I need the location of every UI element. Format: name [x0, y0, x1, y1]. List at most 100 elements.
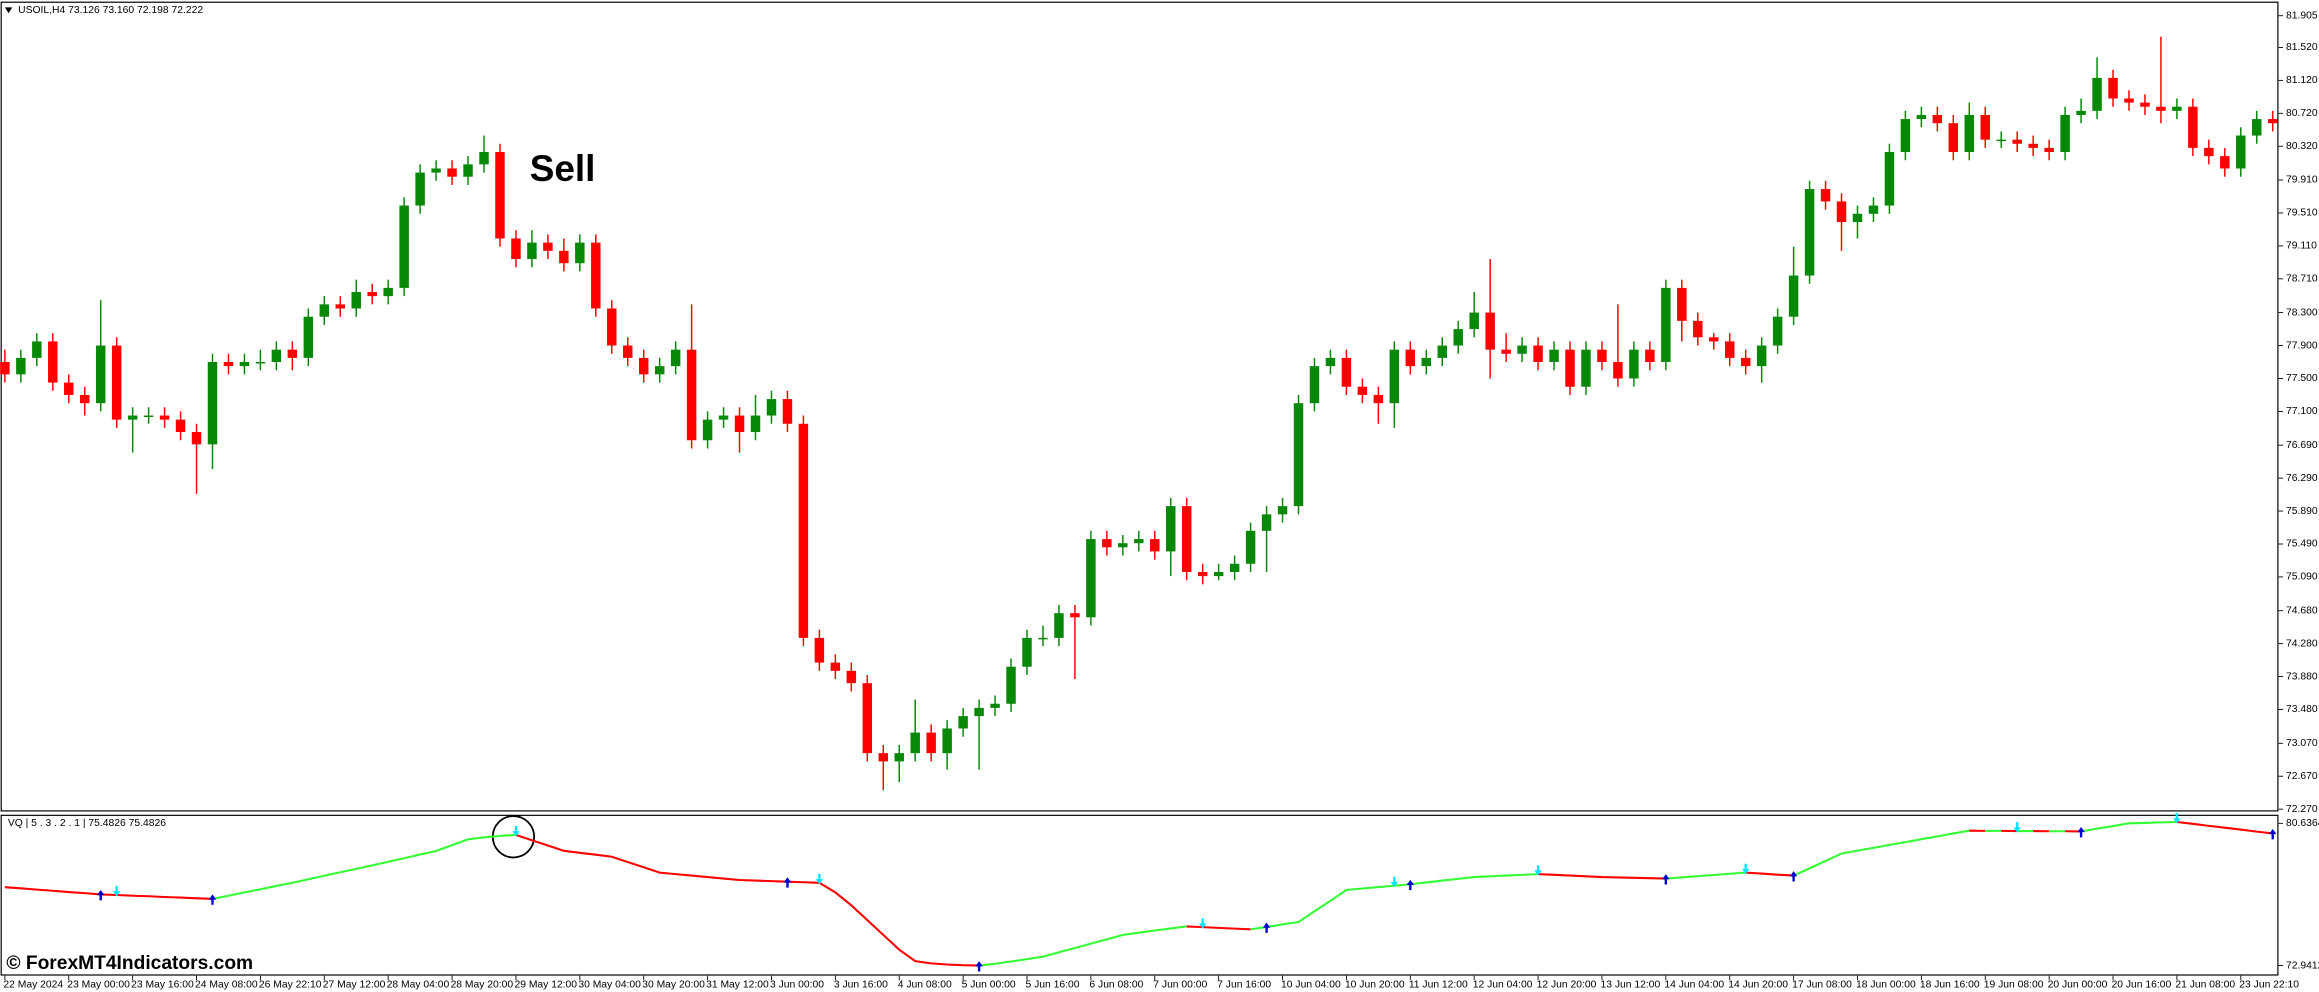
candle-body [750, 415, 761, 433]
symbol-header: USOIL,H4 73.126 73.160 72.198 72.222 [18, 5, 203, 16]
x-tick-label: 20 Jun 00:00 [2048, 979, 2108, 990]
sell-arrow [1198, 918, 1207, 929]
candle-body [1325, 357, 1336, 367]
indicator-tick-label: 80.6364 [2286, 818, 2319, 829]
y-tick-label: 75.490 [2286, 539, 2318, 550]
y-tick-label: 76.690 [2286, 440, 2318, 451]
y-tick-label: 79.510 [2286, 208, 2318, 219]
watermark: © ForexMT4Indicators.com [6, 953, 253, 974]
candle-body [1453, 329, 1463, 346]
indicator-line [212, 833, 517, 900]
candle-body [1916, 114, 1927, 120]
candle-body [1884, 152, 1895, 206]
candle-body [1181, 506, 1192, 572]
candle-body [1054, 613, 1064, 638]
candle-body [623, 345, 633, 358]
candle-body [1533, 345, 1543, 363]
candle-body [814, 637, 825, 663]
candle-body [2124, 98, 2134, 103]
x-tick-label: 27 May 12:00 [323, 979, 386, 990]
candle-body [1070, 613, 1080, 618]
candle-body [1261, 514, 1272, 531]
x-tick-label: 4 Jun 08:00 [898, 979, 952, 990]
candle-body [1485, 312, 1495, 350]
candle-body [1693, 320, 1703, 338]
y-tick-label: 79.910 [2286, 175, 2318, 186]
candle-body [1293, 403, 1304, 507]
candle-body [1804, 189, 1815, 276]
candle-body [894, 753, 904, 762]
x-tick-label: 18 Jun 16:00 [1920, 979, 1980, 990]
candle-body [670, 349, 681, 367]
candle-body [1469, 312, 1479, 330]
candle-body [1389, 349, 1400, 404]
y-tick-label: 74.680 [2286, 605, 2318, 616]
candle-body [2044, 147, 2054, 153]
y-tick-label: 76.290 [2286, 473, 2318, 484]
candle-body [1820, 189, 1831, 202]
x-tick-label: 21 Jun 08:00 [2175, 979, 2235, 990]
candle-body [2236, 135, 2246, 169]
candle-body [431, 168, 441, 173]
x-tick-label: 10 Jun 20:00 [1345, 979, 1405, 990]
candle-body [159, 415, 170, 420]
candle-body [255, 362, 266, 364]
x-tick-label: 23 Jun 22:10 [2239, 979, 2299, 990]
candle-body [1118, 543, 1128, 548]
candle-body [1900, 119, 1911, 153]
candle-body [2012, 139, 2022, 144]
candle-body [399, 205, 409, 288]
x-tick-label: 14 Jun 20:00 [1728, 979, 1788, 990]
x-tick-label: 23 May 00:00 [67, 979, 130, 990]
y-tick-label: 77.500 [2286, 373, 2318, 384]
candle-body [415, 172, 425, 206]
y-tick-label: 81.520 [2286, 42, 2318, 53]
candle-body [1836, 201, 1847, 223]
candle-body [1709, 337, 1719, 342]
main-panel-frame [0, 1, 2279, 812]
candle-body [143, 415, 154, 418]
candle-body [926, 732, 936, 754]
candle-body [191, 432, 202, 445]
y-tick-label: 72.670 [2286, 771, 2318, 782]
candle-body [846, 670, 857, 684]
x-tick-label: 30 May 04:00 [578, 979, 641, 990]
sell-arrow [815, 873, 824, 885]
x-tick-label: 3 Jun 00:00 [770, 979, 824, 990]
candle-body [223, 362, 234, 367]
candle-body [1501, 349, 1511, 354]
candle-body [80, 394, 90, 404]
candle-body [463, 164, 473, 177]
candle-body [479, 152, 489, 165]
candle-body [2188, 106, 2198, 148]
candle-body [1772, 316, 1783, 346]
candle-body [1565, 349, 1575, 387]
x-tick-label: 10 Jun 04:00 [1281, 979, 1341, 990]
candle-body [447, 168, 457, 177]
buy-arrow [1662, 874, 1670, 885]
x-tick-label: 28 May 04:00 [387, 979, 450, 990]
y-tick-label: 77.900 [2286, 340, 2318, 351]
x-tick-label: 26 May 22:10 [259, 979, 322, 990]
candle-body [1166, 506, 1176, 552]
candle-body [862, 683, 873, 754]
x-tick-label: 22 May 2024 [3, 979, 63, 990]
candle-body [303, 316, 314, 358]
candle-body [319, 304, 330, 317]
candle-body [2204, 147, 2214, 157]
candle-body [64, 382, 74, 395]
x-tick-label: 7 Jun 00:00 [1153, 979, 1207, 990]
candle-body [1373, 394, 1384, 404]
y-tick-label: 81.120 [2286, 75, 2318, 86]
y-tick-label: 77.100 [2286, 406, 2318, 417]
x-tick-label: 31 May 12:00 [706, 979, 769, 990]
candle-body [1421, 357, 1432, 367]
candle-body [591, 242, 601, 309]
x-tick-label: 29 May 12:00 [514, 979, 577, 990]
candle-body [1134, 539, 1144, 544]
candle-body [1740, 357, 1751, 367]
y-tick-label: 78.300 [2286, 307, 2318, 318]
y-tick-label: 74.280 [2286, 638, 2318, 649]
